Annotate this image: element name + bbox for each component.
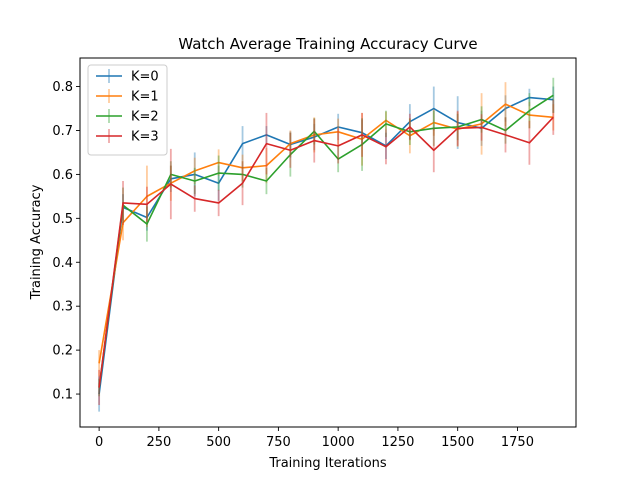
legend-box (87, 64, 168, 156)
legend-item: K=0 (96, 69, 159, 85)
legend-item: K=3 (96, 129, 159, 145)
y-tick-label: 0.2 (52, 344, 73, 359)
series-3 (98, 99, 555, 406)
x-tick-label: 1000 (322, 435, 355, 450)
legend-label: K=3 (131, 130, 159, 145)
series-line (98, 116, 554, 388)
y-tick-label: 0.3 (52, 300, 73, 315)
x-tick-label: 1500 (441, 435, 474, 450)
legend-label: K=1 (131, 90, 159, 105)
legend-item: K=2 (96, 109, 159, 125)
series-2 (98, 77, 555, 397)
series-line (98, 103, 554, 364)
y-axis-title: Training Accuracy (29, 184, 44, 300)
x-axis: 0 250 500 750 1000 1250 1500 1750 (95, 427, 534, 450)
x-tick-label: 750 (266, 435, 291, 450)
axes-frame (79, 57, 577, 428)
chart-title: Watch Average Training Accuracy Curve (178, 35, 477, 53)
legend-item: K=1 (96, 89, 159, 105)
legend-label: K=2 (131, 110, 159, 125)
legend: K=0 K=1 K=2 K=3 (87, 64, 168, 156)
y-axis: 0.1 0.2 0.3 0.4 0.5 0.6 0.7 0.8 (52, 80, 80, 403)
x-tick-label: 1250 (381, 435, 414, 450)
x-tick-label: 250 (146, 435, 171, 450)
x-axis-title: Training Iterations (268, 456, 387, 471)
legend-label: K=0 (131, 70, 159, 85)
x-tick-label: 500 (206, 435, 231, 450)
y-tick-label: 0.8 (52, 80, 73, 95)
y-tick-label: 0.5 (52, 212, 73, 227)
y-tick-label: 0.6 (52, 168, 73, 183)
y-tick-label: 0.4 (52, 256, 73, 271)
series-line (98, 94, 554, 388)
y-tick-label: 0.1 (52, 388, 73, 403)
y-tick-label: 0.7 (52, 124, 73, 139)
x-tick-label: 0 (95, 435, 103, 450)
plot-area (98, 77, 555, 412)
x-tick-label: 1750 (501, 435, 534, 450)
